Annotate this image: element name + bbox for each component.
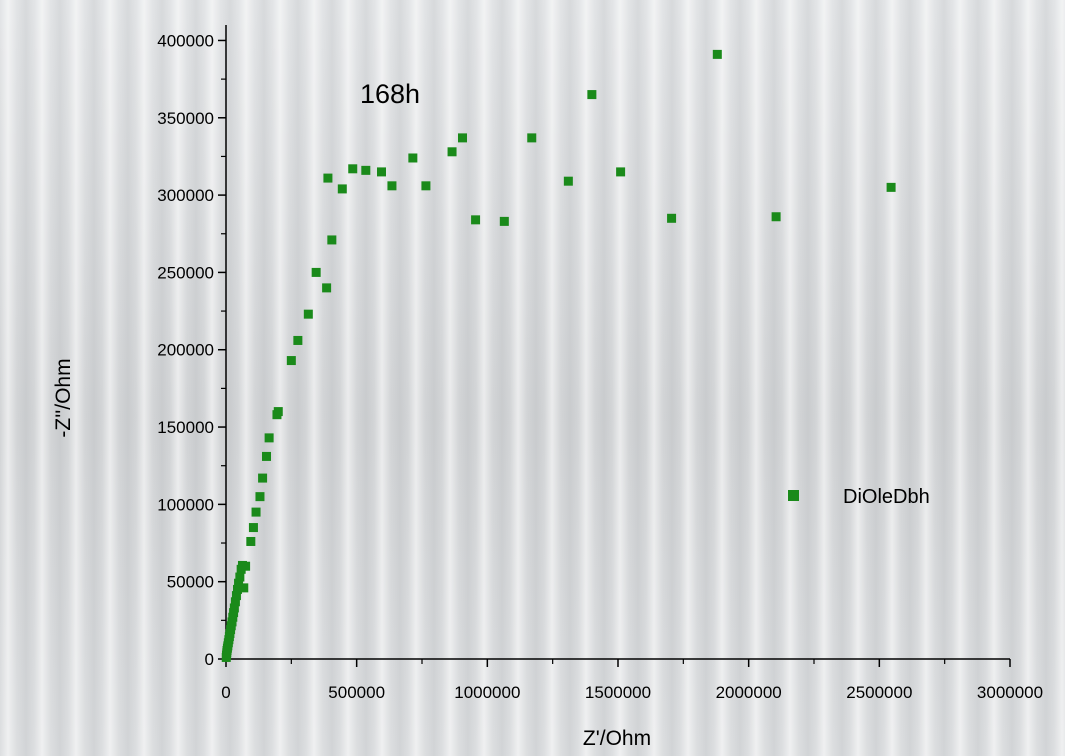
data-point: [230, 597, 240, 607]
y-axis-title: -Z''/Ohm: [52, 358, 75, 437]
data-point: [587, 90, 597, 100]
data-point: [231, 591, 241, 601]
data-point: [376, 167, 386, 177]
data-point: [408, 153, 418, 163]
data-point: [241, 561, 251, 571]
legend: DiOleDbh: [788, 486, 930, 508]
y-tick-label: 250000: [157, 263, 214, 282]
data-point: [262, 451, 272, 461]
y-tick-label: 100000: [157, 495, 214, 514]
x-tick-label: 500000: [328, 683, 385, 702]
x-tick-label: 2500000: [846, 683, 912, 702]
data-point: [527, 133, 537, 143]
y-tick-label: 350000: [157, 109, 214, 128]
data-point: [323, 173, 333, 183]
data-point: [246, 536, 256, 546]
data-point: [387, 181, 397, 191]
x-axis-ticks: 0 500000 1000000 1500000 2000000 2500000 30000…: [221, 659, 1043, 702]
data-point: [322, 283, 332, 293]
x-axis-title: Z'/Ohm: [583, 727, 651, 750]
data-point: [232, 584, 242, 594]
data-point: [229, 603, 239, 613]
data-point: [235, 572, 245, 582]
data-point: [471, 215, 481, 225]
data-point: [303, 309, 313, 319]
data-point: [273, 407, 283, 417]
data-point: [251, 507, 261, 517]
legend-marker: [788, 490, 799, 501]
x-tick-label: 1500000: [585, 683, 651, 702]
data-point: [311, 267, 321, 277]
x-tick-label: 1000000: [454, 683, 520, 702]
data-point: [563, 176, 573, 186]
data-point: [616, 167, 626, 177]
x-tick-label: 2000000: [716, 683, 782, 702]
x-tick-label: 3000000: [977, 683, 1043, 702]
data-points: [221, 49, 896, 662]
data-point: [337, 184, 347, 194]
y-tick-label: 200000: [157, 341, 214, 360]
data-point: [327, 235, 337, 245]
data-point: [458, 133, 468, 143]
data-point: [447, 147, 457, 157]
data-point: [234, 578, 244, 588]
data-point: [361, 165, 371, 175]
y-tick-label: 50000: [167, 573, 214, 592]
data-point: [239, 583, 249, 593]
data-point: [712, 49, 722, 59]
data-point: [227, 617, 237, 627]
y-tick-label: 0: [205, 650, 214, 669]
data-point: [771, 212, 781, 222]
x-tick-label: 0: [221, 683, 230, 702]
data-point: [499, 216, 509, 226]
data-point: [229, 608, 239, 618]
data-point: [255, 492, 265, 502]
y-tick-label: 300000: [157, 186, 214, 205]
data-point: [667, 213, 677, 223]
data-point: [348, 164, 358, 174]
y-tick-label: 400000: [157, 31, 214, 50]
data-point: [264, 433, 274, 443]
data-point: [228, 612, 238, 622]
data-point: [293, 335, 303, 345]
y-axis-ticks: 0 50000 100000 150000 200000 250000 300000 3500…: [157, 31, 226, 669]
data-point: [886, 182, 896, 192]
chart-annotation: 168h: [360, 79, 420, 109]
axes: [225, 25, 1010, 660]
data-point: [286, 356, 296, 366]
data-point: [258, 473, 268, 483]
y-tick-label: 150000: [157, 418, 214, 437]
data-point: [248, 523, 258, 533]
data-point: [421, 181, 431, 191]
legend-label: DiOleDbh: [843, 486, 930, 508]
